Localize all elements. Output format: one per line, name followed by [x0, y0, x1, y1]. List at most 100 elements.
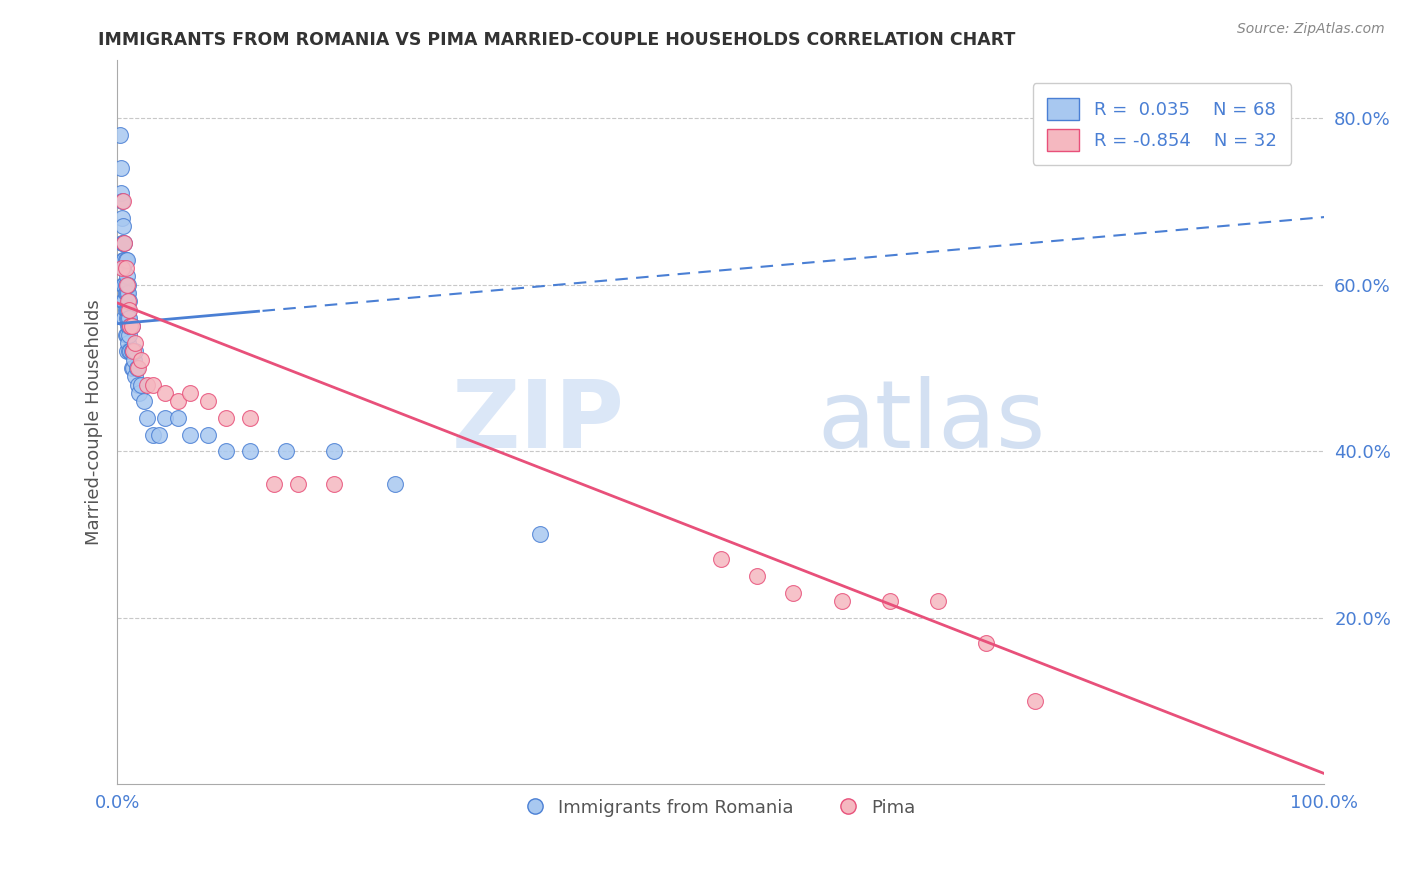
Point — [1024, 694, 1046, 708]
Point — [117, 302, 139, 317]
Point — [179, 427, 201, 442]
Point — [782, 586, 804, 600]
Point — [239, 444, 262, 458]
Point — [155, 385, 177, 400]
Point — [124, 369, 146, 384]
Point — [263, 477, 285, 491]
Point — [114, 277, 136, 292]
Point — [710, 552, 733, 566]
Y-axis label: Married-couple Households: Married-couple Households — [86, 299, 103, 545]
Point — [111, 194, 134, 209]
Point — [120, 319, 142, 334]
Point — [117, 285, 139, 300]
Point — [239, 410, 262, 425]
Point — [384, 477, 406, 491]
Point — [323, 444, 346, 458]
Point — [114, 235, 136, 250]
Point — [115, 285, 138, 300]
Point — [831, 594, 853, 608]
Point — [529, 527, 551, 541]
Point — [155, 410, 177, 425]
Point — [114, 294, 136, 309]
Point — [114, 277, 136, 292]
Point — [120, 344, 142, 359]
Point — [128, 385, 150, 400]
Point — [122, 344, 145, 359]
Point — [115, 302, 138, 317]
Point — [166, 410, 188, 425]
Point — [879, 594, 901, 608]
Point — [115, 277, 138, 292]
Point — [323, 477, 346, 491]
Point — [197, 427, 219, 442]
Point — [117, 319, 139, 334]
Point — [112, 235, 135, 250]
Point — [114, 302, 136, 317]
Point — [131, 377, 153, 392]
Point — [122, 352, 145, 367]
Point — [115, 269, 138, 284]
Point — [114, 327, 136, 342]
Point — [131, 352, 153, 367]
Point — [136, 377, 159, 392]
Legend: Immigrants from Romania, Pima: Immigrants from Romania, Pima — [517, 789, 925, 826]
Point — [111, 211, 134, 225]
Point — [117, 277, 139, 292]
Point — [120, 319, 142, 334]
Point — [114, 252, 136, 267]
Text: IMMIGRANTS FROM ROMANIA VS PIMA MARRIED-COUPLE HOUSEHOLDS CORRELATION CHART: IMMIGRANTS FROM ROMANIA VS PIMA MARRIED-… — [98, 31, 1015, 49]
Point — [121, 319, 143, 334]
Point — [114, 260, 136, 275]
Point — [115, 310, 138, 325]
Point — [122, 344, 145, 359]
Point — [124, 335, 146, 350]
Point — [115, 344, 138, 359]
Point — [112, 294, 135, 309]
Point — [112, 260, 135, 275]
Point — [121, 360, 143, 375]
Point — [215, 444, 238, 458]
Point — [127, 360, 149, 375]
Point — [125, 360, 148, 375]
Point — [142, 377, 165, 392]
Point — [118, 327, 141, 342]
Point — [117, 335, 139, 350]
Point — [114, 235, 136, 250]
Text: atlas: atlas — [817, 376, 1046, 468]
Point — [976, 636, 998, 650]
Point — [127, 377, 149, 392]
Point — [745, 569, 768, 583]
Point — [118, 310, 141, 325]
Point — [197, 394, 219, 409]
Point — [112, 219, 135, 234]
Text: ZIP: ZIP — [451, 376, 624, 468]
Point — [136, 410, 159, 425]
Point — [118, 344, 141, 359]
Point — [215, 410, 238, 425]
Point — [112, 252, 135, 267]
Point — [108, 128, 131, 142]
Point — [117, 294, 139, 309]
Point — [118, 294, 141, 309]
Point — [166, 394, 188, 409]
Point — [287, 477, 309, 491]
Point — [115, 252, 138, 267]
Point — [117, 310, 139, 325]
Point — [148, 427, 170, 442]
Point — [142, 427, 165, 442]
Point — [124, 344, 146, 359]
Point — [114, 310, 136, 325]
Point — [276, 444, 298, 458]
Point — [110, 186, 132, 200]
Point — [132, 394, 155, 409]
Text: Source: ZipAtlas.com: Source: ZipAtlas.com — [1237, 22, 1385, 37]
Point — [122, 360, 145, 375]
Point — [121, 344, 143, 359]
Point — [112, 194, 135, 209]
Point — [118, 319, 141, 334]
Point — [111, 235, 134, 250]
Point — [179, 385, 201, 400]
Point — [927, 594, 949, 608]
Point — [114, 252, 136, 267]
Point — [110, 161, 132, 175]
